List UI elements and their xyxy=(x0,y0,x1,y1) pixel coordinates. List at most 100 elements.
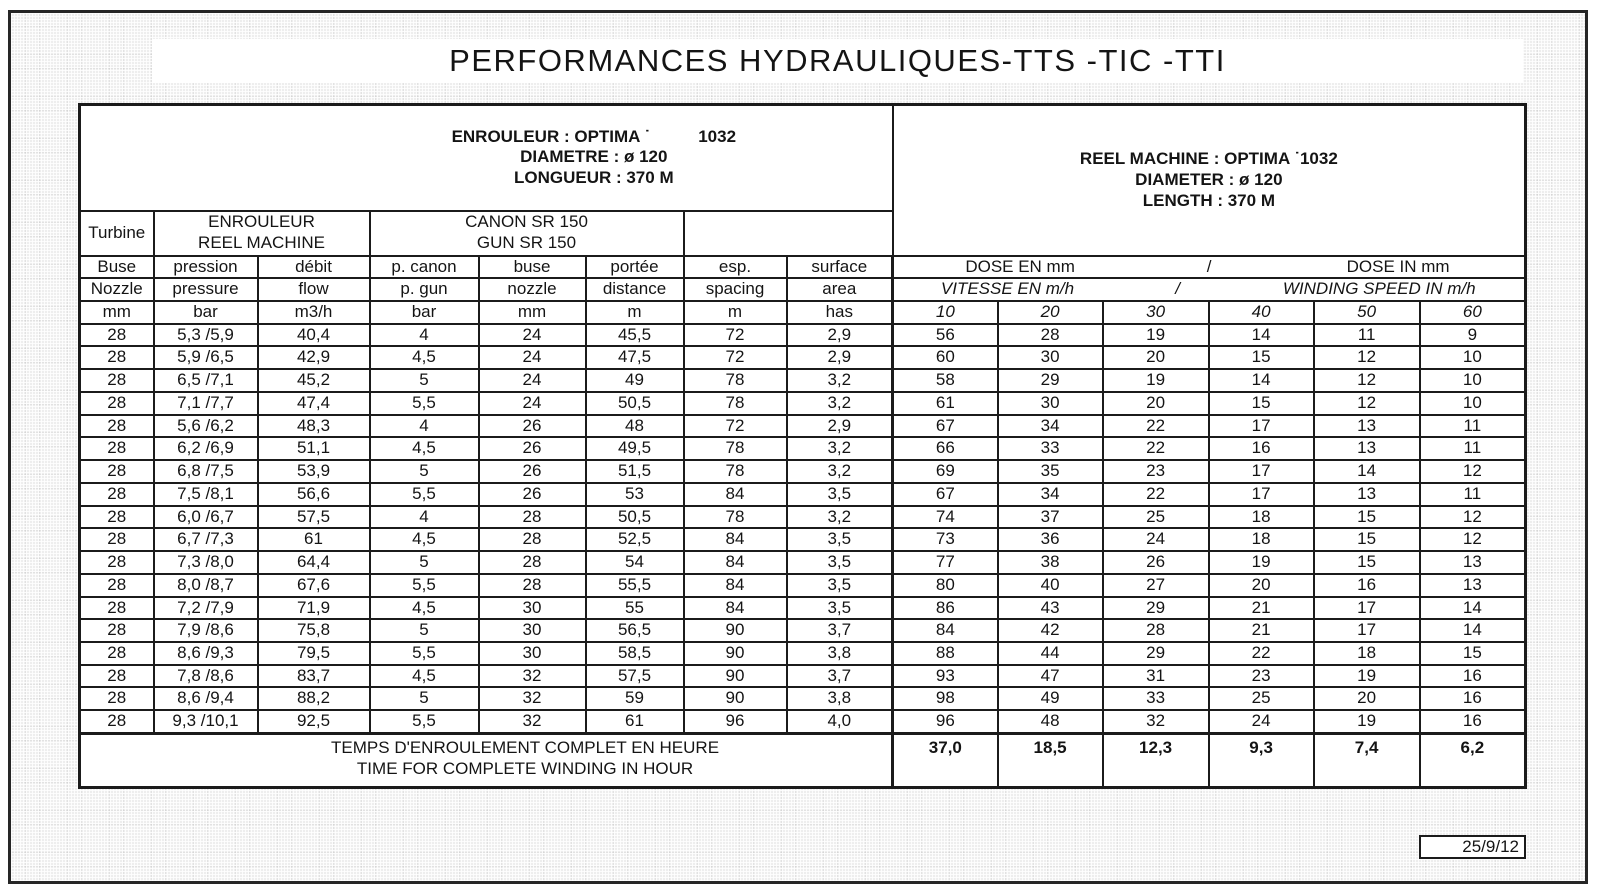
table-cell: 71,9 xyxy=(256,595,371,621)
table-cell: 30 xyxy=(477,640,587,666)
table-cell: 20 xyxy=(1101,390,1210,416)
table-cell: 96 xyxy=(682,709,788,735)
table-cell: 88,2 xyxy=(256,686,371,712)
unit-mm2: mm xyxy=(477,299,587,325)
table-cell: 11 xyxy=(1418,481,1527,507)
table-cell: 58,5 xyxy=(584,640,685,666)
speed-col-60: 60 xyxy=(1418,299,1527,325)
table-cell: 77 xyxy=(891,550,999,575)
table-cell: 28 xyxy=(78,595,155,621)
table-row: 28 7,2 /7,9 71,9 4,5 30 55 84 3,5 86 43 29 21 17 14 xyxy=(78,595,1527,621)
table-cell: 23 xyxy=(1207,663,1315,689)
table-cell: 67 xyxy=(891,413,999,439)
col-distance-en: distance xyxy=(584,277,685,302)
table-cell: 10 xyxy=(1418,345,1527,371)
table-cell: 8,0 /8,7 xyxy=(152,572,259,598)
speed-col-40: 40 xyxy=(1207,299,1315,325)
table-cell: 55,5 xyxy=(584,572,685,598)
table-cell: 28 xyxy=(78,413,155,439)
table-cell: 7,2 /7,9 xyxy=(152,595,259,621)
table-cell: 22 xyxy=(1207,640,1315,666)
header-enrouleur: ENROULEUR REEL MACHINE xyxy=(152,209,371,257)
table-cell: 25 xyxy=(1207,686,1315,712)
machine-info-en-line1: REEL MACHINE : OPTIMA ˙1032 xyxy=(1079,149,1338,169)
table-cell: 11 xyxy=(1418,436,1527,462)
table-cell: 43 xyxy=(996,595,1104,621)
table-cell: 11 xyxy=(1312,322,1421,348)
table-cell: 14 xyxy=(1418,595,1527,621)
speed-header-fr: VITESSE EN m/h xyxy=(940,279,1075,299)
table-cell: 5,5 xyxy=(368,390,480,416)
table-cell: 3,5 xyxy=(785,595,894,621)
col-pression-fr: pression xyxy=(152,254,259,280)
table-cell: 78 xyxy=(682,459,788,484)
table-cell: 14 xyxy=(1418,618,1527,643)
table-cell: 16 xyxy=(1418,709,1527,735)
table-cell: 13 xyxy=(1418,572,1527,598)
speed-header: VITESSE EN m/h / WINDING SPEED IN m/h xyxy=(891,277,1527,302)
page-title: PERFORMANCES HYDRAULIQUES-TTS -TIC -TTI xyxy=(152,39,1523,83)
table-cell: 29 xyxy=(1101,595,1210,621)
winding-time-row: TEMPS D'ENROULEMENT COMPLET EN HEURE TIM… xyxy=(78,731,1527,789)
speed-header-en: WINDING SPEED IN m/h xyxy=(1282,279,1476,299)
table-cell: 3,2 xyxy=(785,504,894,530)
table-cell: 28 xyxy=(78,640,155,666)
table-cell: 84 xyxy=(682,481,788,507)
col-nozzle2-en: nozzle xyxy=(477,277,587,302)
table-cell: 56,6 xyxy=(256,481,371,507)
table-cell: 44 xyxy=(996,640,1104,666)
table-cell: 18 xyxy=(1312,640,1421,666)
table-row: 28 8,6 /9,4 88,2 5 32 59 90 3,8 98 49 33 25 20 16 xyxy=(78,686,1527,712)
table-cell: 28 xyxy=(477,572,587,598)
table-cell: 7,8 /8,6 xyxy=(152,663,259,689)
speed-col-30: 30 xyxy=(1101,299,1210,325)
table-cell: 7,1 /7,7 xyxy=(152,390,259,416)
table-cell: 20 xyxy=(1207,572,1315,598)
dose-header-fr: DOSE EN mm xyxy=(965,256,1075,276)
table-cell: 3,5 xyxy=(785,572,894,598)
table-cell: 50,5 xyxy=(584,504,685,530)
table-cell: 84 xyxy=(682,527,788,553)
table-cell: 4 xyxy=(368,413,480,439)
table-cell: 47,5 xyxy=(584,345,685,371)
table-cell: 49,5 xyxy=(584,436,685,462)
col-buse2-fr: buse xyxy=(477,254,587,280)
table-cell: 14 xyxy=(1207,368,1315,393)
table-cell: 83,7 xyxy=(256,663,371,689)
unit-has: has xyxy=(785,299,894,325)
table-cell: 30 xyxy=(996,345,1104,371)
table-cell: 19 xyxy=(1312,709,1421,735)
table-cell: 2,9 xyxy=(785,322,894,348)
table-cell: 21 xyxy=(1207,618,1315,643)
table-cell: 3,7 xyxy=(785,618,894,643)
unit-m: m xyxy=(584,299,685,325)
table-cell: 3,5 xyxy=(785,481,894,507)
machine-number: 1032 xyxy=(698,126,737,146)
machine-info-row: ENROULEUR : OPTIMA ˙ 1032 DIAMETRE : ø 12… xyxy=(78,103,1527,257)
table-cell: 52,5 xyxy=(584,527,685,553)
table-cell: 30 xyxy=(477,618,587,643)
table-cell: 78 xyxy=(682,504,788,530)
table-cell: 3,2 xyxy=(785,368,894,393)
header-turbine: Turbine xyxy=(78,209,155,257)
table-cell: 96 xyxy=(891,709,999,735)
table-cell: 56 xyxy=(891,322,999,348)
table-row: 28 7,3 /8,0 64,4 5 28 54 84 3,5 77 38 26 19 15 13 xyxy=(78,550,1527,575)
table-cell: 4,5 xyxy=(368,595,480,621)
table-cell: 32 xyxy=(477,663,587,689)
table-cell: 13 xyxy=(1418,550,1527,575)
table-cell: 12 xyxy=(1312,345,1421,371)
table-cell: 28 xyxy=(78,481,155,507)
table-cell: 64,4 xyxy=(256,550,371,575)
table-cell: 11 xyxy=(1418,413,1527,439)
table-row: 28 8,6 /9,3 79,5 5,5 30 58,5 90 3,8 88 44 29 22 18 15 xyxy=(78,640,1527,666)
table-row: 28 7,9 /8,6 75,8 5 30 56,5 90 3,7 84 42 28 21 17 14 xyxy=(78,618,1527,643)
table-cell: 84 xyxy=(682,550,788,575)
table-cell: 16 xyxy=(1418,686,1527,712)
table-cell: 13 xyxy=(1312,436,1421,462)
table-cell: 5 xyxy=(368,368,480,393)
speed-col-10: 10 xyxy=(891,299,999,325)
table-cell: 5 xyxy=(368,459,480,484)
table-cell: 40,4 xyxy=(256,322,371,348)
table-cell: 37 xyxy=(996,504,1104,530)
